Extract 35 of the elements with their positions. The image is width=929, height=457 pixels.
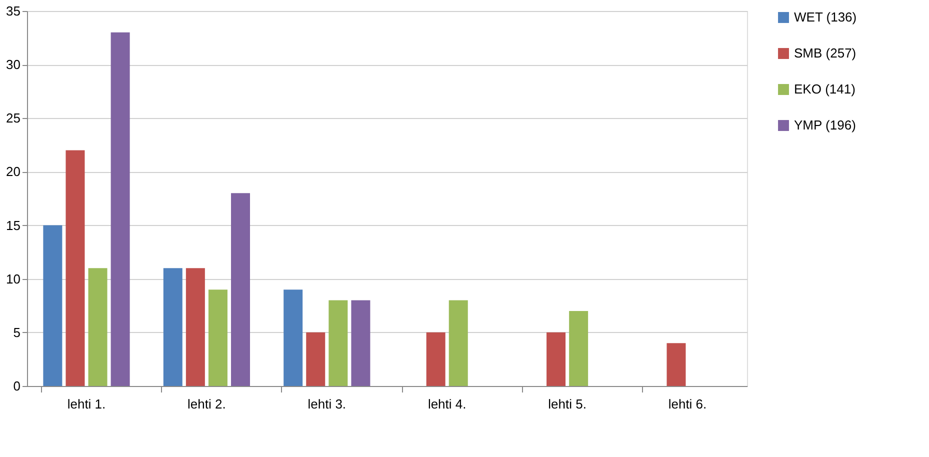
legend-label: YMP (196) bbox=[794, 118, 856, 132]
legend-label: SMB (257) bbox=[794, 46, 856, 60]
bar bbox=[231, 193, 250, 386]
bar bbox=[284, 290, 303, 386]
y-tick-label: 10 bbox=[6, 271, 20, 286]
bar bbox=[426, 332, 446, 386]
bar bbox=[66, 150, 85, 386]
y-tick-label: 20 bbox=[6, 164, 20, 180]
legend-label: EKO (141) bbox=[794, 82, 856, 96]
x-tick-label: lehti 6. bbox=[668, 396, 707, 412]
bar bbox=[306, 332, 326, 386]
y-tick-label: 0 bbox=[13, 378, 20, 394]
y-tick-label: 5 bbox=[13, 324, 20, 340]
y-tick-label: 15 bbox=[6, 218, 20, 233]
x-tick-label: lehti 3. bbox=[308, 396, 346, 412]
bar bbox=[448, 300, 468, 386]
bar bbox=[546, 332, 566, 386]
y-tick-label: 30 bbox=[6, 57, 20, 72]
bar bbox=[351, 300, 370, 386]
bar bbox=[163, 268, 182, 386]
bar bbox=[88, 268, 108, 386]
y-tick-label: 35 bbox=[6, 4, 20, 18]
bar bbox=[569, 311, 588, 386]
bar bbox=[666, 343, 686, 386]
x-tick-label: lehti 5. bbox=[548, 396, 586, 412]
bar bbox=[110, 32, 130, 386]
legend-label: WET (136) bbox=[794, 10, 857, 24]
x-tick-label: lehti 2. bbox=[188, 396, 226, 412]
bar bbox=[43, 225, 62, 386]
bar bbox=[186, 268, 205, 386]
y-tick-label: 25 bbox=[6, 110, 20, 126]
x-tick-label: lehti 1. bbox=[67, 396, 106, 412]
bar bbox=[208, 290, 228, 386]
bar bbox=[328, 300, 348, 386]
x-tick-label: lehti 4. bbox=[428, 396, 466, 412]
